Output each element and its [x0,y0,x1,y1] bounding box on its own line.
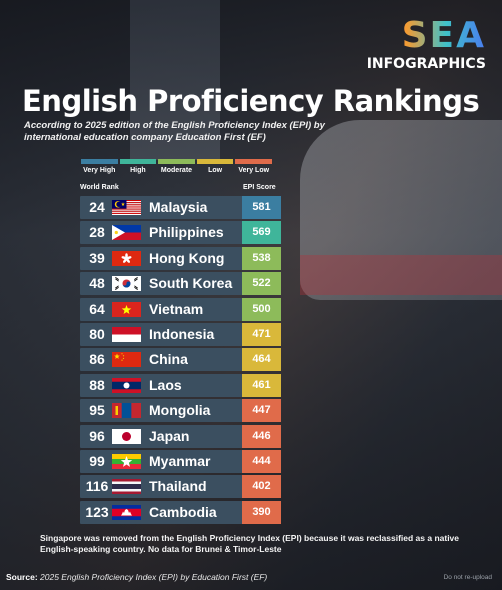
source-line: Source: 2025 English Proficiency Index (… [6,572,267,582]
table-row: 28 Philippines 569 [80,221,281,245]
thailand-flag-icon [112,479,141,495]
world-rank-cell: 28 [89,224,105,241]
china-flag-icon [112,352,141,368]
country-name-cell: China [149,351,188,368]
world-rank-cell: 80 [89,326,105,342]
table-row: 96 Japan 446 [80,424,281,448]
epi-score-cell: 447 [242,399,281,423]
table-row: 123 Cambodia 390 [80,500,281,524]
myanmar-flag-icon [112,454,141,469]
source-text: 2025 English Proficiency Index (EPI) by … [40,572,268,582]
epi-score-cell: 390 [242,500,281,524]
page-subtitle: According to 2025 edition of the English… [24,120,325,143]
logo-sea-text: SEA [367,18,486,54]
scale-label: High [130,167,146,174]
table-row: 80 Indonesia 471 [80,323,281,346]
footnote: Singapore was removed from the English P… [40,533,460,554]
epi-score-cell: 446 [242,424,281,448]
country-name-cell: Hong Kong [149,249,225,266]
table-row: 64 Vietnam 500 [80,297,281,321]
background-monorail [300,120,502,300]
world-rank-cell: 24 [89,199,105,215]
table-row: 39 Hong Kong 538 [80,246,281,270]
background-tower [130,0,220,160]
page-title: English Proficiency Rankings [22,84,480,118]
indonesia-flag-icon [112,327,141,342]
world-rank-cell: 116 [85,478,109,495]
logo-infographics-text: INFOGRAPHICS [366,56,486,72]
epi-score-header: EPI Score [243,184,276,191]
epi-score-cell: 402 [242,475,281,499]
world-rank-cell: 88 [89,376,105,393]
table-row: 24 Malaysia 581 [80,196,281,219]
epi-score-cell: 522 [242,272,281,296]
table-row: 48 South Korea 522 [80,272,281,296]
country-name-cell: Mongolia [149,402,211,419]
watermark: Do not re-upload [443,574,492,581]
epi-score-cell: 569 [242,221,281,245]
scale-bar-2 [158,159,195,164]
philippines-flag-icon [112,225,141,241]
country-name-cell: Myanmar [149,453,211,469]
country-name-cell: Thailand [149,478,207,495]
cambodia-flag-icon [112,504,141,520]
proficiency-scale-legend: Very High High Moderate Low Very Low [80,159,273,175]
scale-label: Moderate [160,167,193,174]
background-monorail-stripe [300,255,502,295]
world-rank-cell: 123 [85,503,109,520]
table-row: 88 Laos 461 [80,373,281,397]
scale-label: Very High [83,167,116,174]
epi-score-cell: 538 [242,246,281,270]
epi-score-cell: 471 [242,323,281,346]
epi-score-cell: 464 [242,348,281,372]
country-name-cell: Cambodia [149,503,217,520]
world-rank-cell: 99 [89,453,105,469]
source-label: Source: [6,572,38,582]
southkorea-flag-icon [112,276,141,292]
scale-bar-1 [119,159,157,164]
country-name-cell: Indonesia [149,326,215,342]
world-rank-cell: 95 [89,402,105,419]
hongkong-flag-icon [112,250,141,266]
malaysia-flag-icon [112,200,141,215]
table-row: 86 China 464 [80,348,281,372]
japan-flag-icon [112,428,141,444]
mongolia-flag-icon [112,403,141,419]
vietnam-flag-icon [112,301,141,317]
table-row: 95 Mongolia 447 [80,399,281,423]
sea-infographics-logo: SEA INFOGRAPHICS [366,18,486,73]
world-rank-cell: 64 [89,300,105,317]
country-name-cell: South Korea [149,275,233,292]
country-name-cell: Malaysia [149,199,208,215]
country-name-cell: Vietnam [149,300,204,317]
country-name-cell: Japan [149,427,190,444]
epi-score-cell: 444 [242,450,281,473]
world-rank-header: World Rank [80,184,119,191]
table-row: 99 Myanmar 444 [80,450,281,473]
country-name-cell: Laos [149,376,182,393]
table-row: 116 Thailand 402 [80,475,281,499]
epi-score-cell: 500 [242,297,281,321]
epi-score-cell: 461 [242,373,281,397]
scale-label: Very Low [238,167,270,174]
epi-score-cell: 581 [242,196,281,219]
world-rank-cell: 96 [89,427,105,444]
world-rank-cell: 86 [89,351,105,368]
world-rank-cell: 48 [89,275,105,292]
scale-bar-3 [196,159,234,164]
scale-bar-4 [235,159,272,164]
country-name-cell: Philippines [149,224,224,241]
scale-label: Low [208,167,223,174]
scale-bar-0 [81,159,118,164]
world-rank-cell: 39 [89,249,105,266]
laos-flag-icon [112,377,141,393]
